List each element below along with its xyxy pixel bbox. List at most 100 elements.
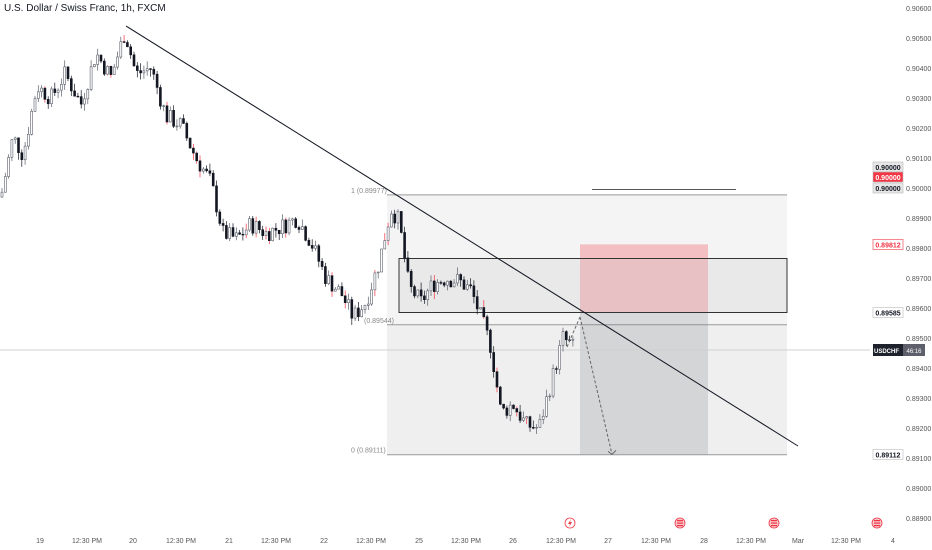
candle-up	[558, 345, 562, 370]
price-tick-label: 0.89000	[906, 486, 931, 493]
candle-up	[13, 137, 17, 140]
current-price-countdown: 46:16	[906, 349, 922, 355]
candle-down	[46, 99, 50, 105]
projection-down	[579, 316, 613, 455]
candle-up	[545, 396, 548, 417]
candle-down	[126, 42, 129, 48]
candle-up	[333, 288, 337, 292]
candle-down	[505, 407, 509, 416]
fib-label: (0.89544)	[364, 318, 394, 325]
candle-up	[248, 218, 251, 231]
candle-down	[502, 403, 505, 409]
candle-up	[386, 226, 390, 241]
candle-down	[155, 73, 159, 88]
candle-up	[429, 280, 433, 292]
candle-up	[202, 168, 205, 172]
time-tick-label: 20	[129, 538, 137, 545]
candle-down	[489, 329, 492, 353]
candle-down	[267, 231, 271, 241]
stop-loss-zone[interactable]	[580, 244, 708, 313]
candle-down	[393, 213, 397, 224]
candle-down	[221, 223, 225, 226]
candle-up	[508, 404, 512, 416]
candle-down	[515, 408, 519, 413]
candle-up	[63, 66, 67, 85]
candle-down	[205, 168, 208, 172]
candle-up	[116, 56, 119, 68]
candle-up	[571, 338, 575, 341]
current-price-badge	[873, 344, 903, 356]
time-tick-label: 12:30 PM	[166, 538, 196, 545]
candle-down	[109, 66, 113, 75]
candle-up	[162, 105, 165, 107]
candle-down	[284, 219, 288, 234]
candle-down	[66, 66, 70, 79]
price-tick-label: 0.89300	[906, 396, 931, 403]
candle-down	[99, 54, 103, 62]
candle-up	[10, 139, 14, 158]
candle-up	[360, 309, 364, 318]
candle-down	[238, 232, 241, 235]
price-tick-label: 0.90400	[906, 66, 931, 73]
candle-down	[518, 411, 522, 421]
candle-down	[439, 282, 443, 284]
candle-down	[482, 307, 486, 318]
candle-up	[23, 145, 27, 160]
candle-up	[337, 286, 340, 290]
candle-down	[304, 226, 307, 241]
candle-down	[188, 137, 192, 149]
candle-down	[215, 185, 218, 213]
candle-up	[119, 41, 123, 58]
time-tick-label: 12:30 PM	[641, 538, 671, 545]
price-tick-label: 0.89500	[906, 336, 931, 343]
candle-down	[350, 299, 354, 319]
candle-down	[258, 221, 261, 231]
trendline[interactable]	[125, 25, 799, 447]
candle-up	[366, 303, 370, 306]
candle-down	[320, 261, 324, 267]
price-label-entry	[872, 307, 904, 318]
time-tick-label: 19	[36, 538, 44, 545]
candle-down	[274, 227, 278, 231]
candle-down	[432, 280, 436, 292]
candle-down	[512, 404, 515, 409]
price-tick-label: 0.90100	[906, 156, 931, 163]
candle-up	[396, 211, 400, 224]
candle-down	[310, 245, 314, 249]
price-tick-label: 0.90000	[906, 186, 931, 193]
candle-down	[70, 78, 73, 92]
fib-label: 0 (0.89111)	[351, 448, 386, 455]
chart-title: U.S. Dollar / Swiss Franc, 1h, FXCM	[4, 3, 166, 14]
candle-up	[327, 275, 331, 284]
candle-down	[43, 87, 47, 100]
time-tick-label: 12:30 PM	[546, 538, 576, 545]
candle-down	[73, 90, 76, 97]
candle-up	[30, 110, 34, 135]
price-label-text: 0.90000	[875, 175, 900, 182]
countdown-badge	[903, 344, 925, 356]
candle-up	[314, 245, 317, 249]
candle-down	[317, 245, 321, 262]
candle-up	[264, 231, 268, 236]
candle-down	[195, 152, 198, 162]
candle-up	[548, 395, 552, 398]
candle-down	[231, 227, 235, 237]
candle-down	[403, 232, 406, 259]
target-zone[interactable]	[580, 312, 708, 455]
candle-up	[36, 91, 40, 99]
candle-down	[307, 239, 311, 246]
candle-up	[86, 89, 90, 100]
candle-up	[522, 417, 525, 421]
candle-up	[541, 415, 545, 420]
candle-up	[551, 368, 555, 397]
candle-up	[33, 98, 37, 112]
candle-down	[17, 137, 20, 154]
candle-up	[353, 307, 357, 319]
price-label-target	[872, 449, 904, 460]
bolt-glyph	[568, 519, 572, 527]
candle-down	[185, 123, 189, 139]
time-tick-label: 25	[415, 538, 423, 545]
price-label-text: 0.90000	[875, 186, 900, 193]
candle-down	[475, 296, 479, 310]
